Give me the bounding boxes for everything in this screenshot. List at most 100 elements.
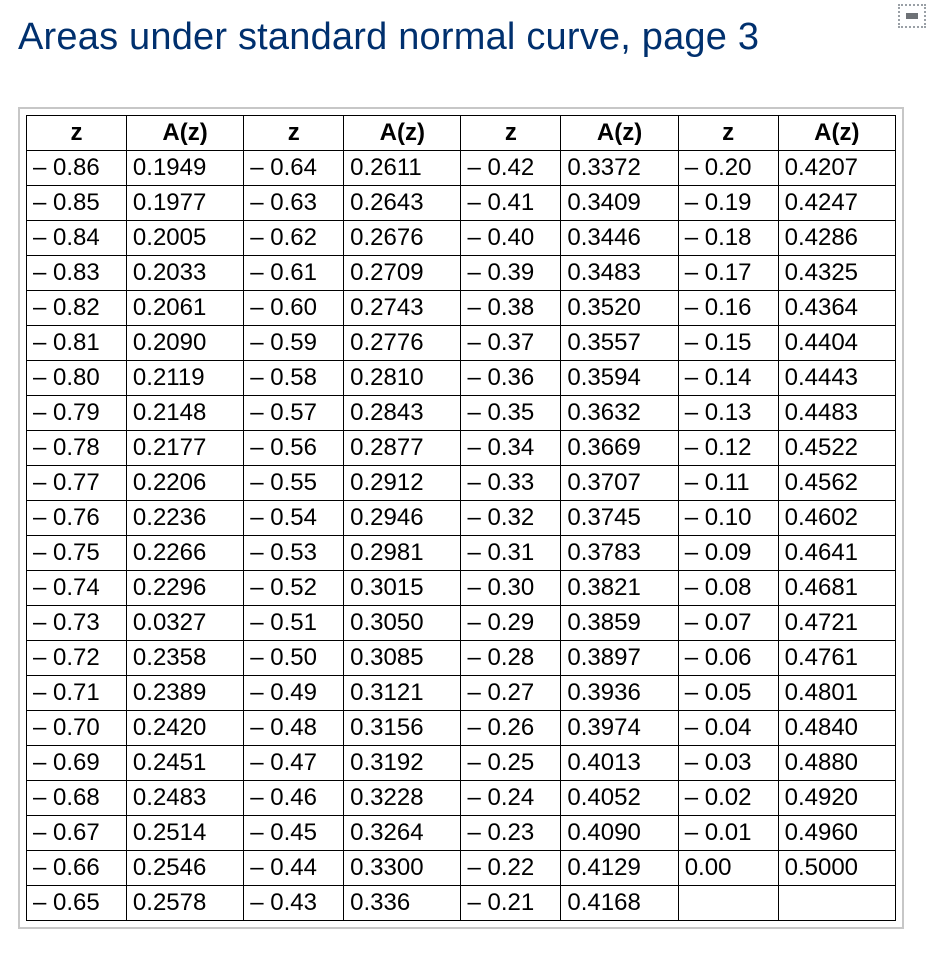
z-cell: – 0.14 [678,361,778,396]
a-cell: 0.3015 [344,571,461,606]
z-cell: – 0.82 [27,291,127,326]
z-cell: – 0.05 [678,676,778,711]
col-header-a: A(z) [126,116,243,151]
a-cell: 0.4207 [778,151,895,186]
table-row: – 0.770.2206– 0.550.2912– 0.330.3707– 0.… [27,466,896,501]
z-cell: – 0.73 [27,606,127,641]
col-header-z: z [27,116,127,151]
z-cell: – 0.61 [244,256,344,291]
z-cell: – 0.06 [678,641,778,676]
a-cell: 0.2206 [126,466,243,501]
table-row: – 0.740.2296– 0.520.3015– 0.300.3821– 0.… [27,571,896,606]
z-cell: – 0.35 [461,396,561,431]
z-cell: – 0.13 [678,396,778,431]
a-cell: 0.4522 [778,431,895,466]
z-cell: – 0.60 [244,291,344,326]
z-cell: – 0.27 [461,676,561,711]
z-cell: – 0.62 [244,221,344,256]
a-cell: 0.2451 [126,746,243,781]
a-cell: 0.2236 [126,501,243,536]
a-cell: 0.4960 [778,816,895,851]
table-row: – 0.780.2177– 0.560.2877– 0.340.3669– 0.… [27,431,896,466]
a-cell: 0.2981 [344,536,461,571]
a-cell: 0.3300 [344,851,461,886]
z-cell: – 0.79 [27,396,127,431]
a-cell: 0.4168 [561,886,678,921]
z-cell: – 0.84 [27,221,127,256]
z-cell: – 0.53 [244,536,344,571]
z-cell: – 0.02 [678,781,778,816]
a-cell: 0.2709 [344,256,461,291]
a-cell: 0.3974 [561,711,678,746]
z-cell: – 0.44 [244,851,344,886]
a-cell: 0.4761 [778,641,895,676]
z-cell: – 0.65 [27,886,127,921]
a-cell: 0.3372 [561,151,678,186]
table-row: – 0.830.2033– 0.610.2709– 0.390.3483– 0.… [27,256,896,291]
z-cell: – 0.83 [27,256,127,291]
a-cell: 0.3483 [561,256,678,291]
z-cell: – 0.59 [244,326,344,361]
z-cell: – 0.11 [678,466,778,501]
z-cell: – 0.33 [461,466,561,501]
a-cell: 0.3936 [561,676,678,711]
z-cell: – 0.55 [244,466,344,501]
a-cell: 0.4562 [778,466,895,501]
a-cell [778,886,895,921]
a-cell: 0.5000 [778,851,895,886]
a-cell: 0.3446 [561,221,678,256]
z-cell: – 0.78 [27,431,127,466]
z-cell: – 0.71 [27,676,127,711]
z-cell: – 0.67 [27,816,127,851]
z-cell: – 0.40 [461,221,561,256]
a-cell: 0.2483 [126,781,243,816]
a-cell: 0.2090 [126,326,243,361]
a-cell: 0.2743 [344,291,461,326]
z-cell: – 0.49 [244,676,344,711]
a-cell: 0.4920 [778,781,895,816]
a-cell: 0.336 [344,886,461,921]
table-row: – 0.820.2061– 0.600.2743– 0.380.3520– 0.… [27,291,896,326]
a-cell: 0.2578 [126,886,243,921]
a-cell: 0.3632 [561,396,678,431]
a-cell: 0.3409 [561,186,678,221]
z-cell: – 0.07 [678,606,778,641]
z-cell: – 0.38 [461,291,561,326]
a-cell: 0.2296 [126,571,243,606]
table-header-row: z A(z) z A(z) z A(z) z A(z) [27,116,896,151]
table-row: – 0.860.1949– 0.640.2611– 0.420.3372– 0.… [27,151,896,186]
table-row: – 0.710.2389– 0.490.3121– 0.270.3936– 0.… [27,676,896,711]
table-row: – 0.720.2358– 0.500.3085– 0.280.3897– 0.… [27,641,896,676]
z-cell: – 0.30 [461,571,561,606]
a-cell: 0.4364 [778,291,895,326]
z-cell: – 0.48 [244,711,344,746]
col-header-a: A(z) [778,116,895,151]
table-row: – 0.680.2483– 0.460.3228– 0.240.4052– 0.… [27,781,896,816]
marker-icon [898,4,926,28]
a-cell: 0.2776 [344,326,461,361]
a-cell: 0.3821 [561,571,678,606]
a-cell: 0.3264 [344,816,461,851]
z-cell: – 0.31 [461,536,561,571]
z-cell: – 0.41 [461,186,561,221]
z-cell: – 0.36 [461,361,561,396]
table-row: – 0.730.0327– 0.510.3050– 0.290.3859– 0.… [27,606,896,641]
z-table: z A(z) z A(z) z A(z) z A(z) – 0.860.1949… [26,115,896,921]
a-cell: 0.2912 [344,466,461,501]
z-cell: – 0.76 [27,501,127,536]
a-cell: 0.3121 [344,676,461,711]
a-cell: 0.4880 [778,746,895,781]
col-header-a: A(z) [344,116,461,151]
a-cell: 0.4404 [778,326,895,361]
z-cell: – 0.12 [678,431,778,466]
table-row: – 0.650.2578– 0.430.336– 0.210.4168 [27,886,896,921]
table-row: – 0.810.2090– 0.590.2776– 0.370.3557– 0.… [27,326,896,361]
z-cell: – 0.15 [678,326,778,361]
col-header-z: z [678,116,778,151]
a-cell: 0.2358 [126,641,243,676]
a-cell: 0.2266 [126,536,243,571]
z-cell: – 0.10 [678,501,778,536]
z-cell: – 0.08 [678,571,778,606]
a-cell: 0.1949 [126,151,243,186]
a-cell: 0.4443 [778,361,895,396]
